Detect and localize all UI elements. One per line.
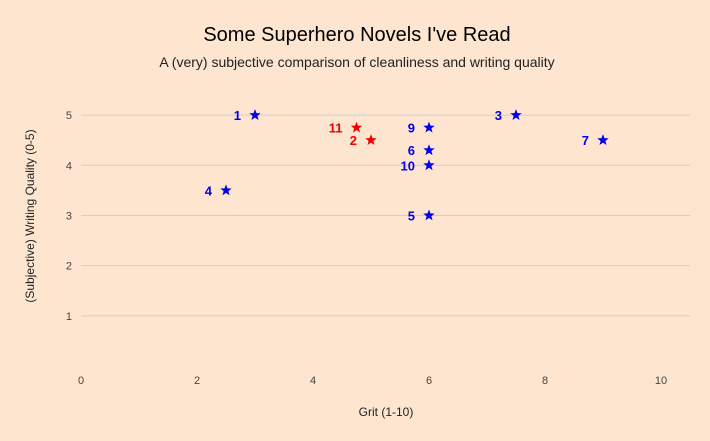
data-point-label: 1 xyxy=(234,108,241,123)
data-point-label: 7 xyxy=(582,133,589,148)
x-tick-label: 2 xyxy=(194,375,200,387)
data-points: 1 2 3 4 5 6 7 9 10 11 xyxy=(205,108,609,223)
data-point-star xyxy=(365,134,377,146)
data-point-star xyxy=(510,109,522,120)
data-point-label: 5 xyxy=(408,208,415,223)
data-point-label: 6 xyxy=(408,143,415,158)
y-tick-label: 5 xyxy=(66,110,72,122)
x-axis-ticks: 0 2 4 6 8 10 xyxy=(78,375,667,387)
grid-lines xyxy=(81,114,690,317)
chart-title: Some Superhero Novels I've Read xyxy=(203,24,510,46)
x-tick-label: 0 xyxy=(78,375,84,387)
data-point-star xyxy=(597,134,609,146)
y-axis-ticks: 1 2 3 4 5 xyxy=(66,110,72,323)
data-point-label: 4 xyxy=(205,183,213,198)
data-point-star xyxy=(423,144,435,156)
data-point-label: 2 xyxy=(350,133,357,148)
data-point-label: 9 xyxy=(408,121,415,136)
data-point-star xyxy=(423,159,435,171)
y-axis-label: (Subjective) Writing Quality (0-5) xyxy=(23,129,37,302)
data-point-label: 3 xyxy=(495,108,502,123)
y-tick-label: 2 xyxy=(66,261,72,273)
x-axis-label: Grit (1-10) xyxy=(359,405,414,419)
chart-subtitle: A (very) subjective comparison of cleanl… xyxy=(159,54,554,70)
data-point-star xyxy=(350,121,363,133)
x-tick-label: 10 xyxy=(655,375,667,387)
data-point-label: 11 xyxy=(329,121,343,136)
data-point-star xyxy=(249,109,261,120)
data-point-star xyxy=(423,209,435,221)
data-point-star xyxy=(220,184,232,196)
data-point-label: 10 xyxy=(401,158,415,173)
y-tick-label: 4 xyxy=(66,160,72,172)
x-tick-label: 4 xyxy=(310,375,316,387)
x-tick-label: 8 xyxy=(542,375,548,387)
y-tick-label: 3 xyxy=(66,210,72,222)
data-point-star xyxy=(423,121,435,133)
x-tick-label: 6 xyxy=(426,375,432,387)
y-tick-label: 1 xyxy=(66,311,72,323)
